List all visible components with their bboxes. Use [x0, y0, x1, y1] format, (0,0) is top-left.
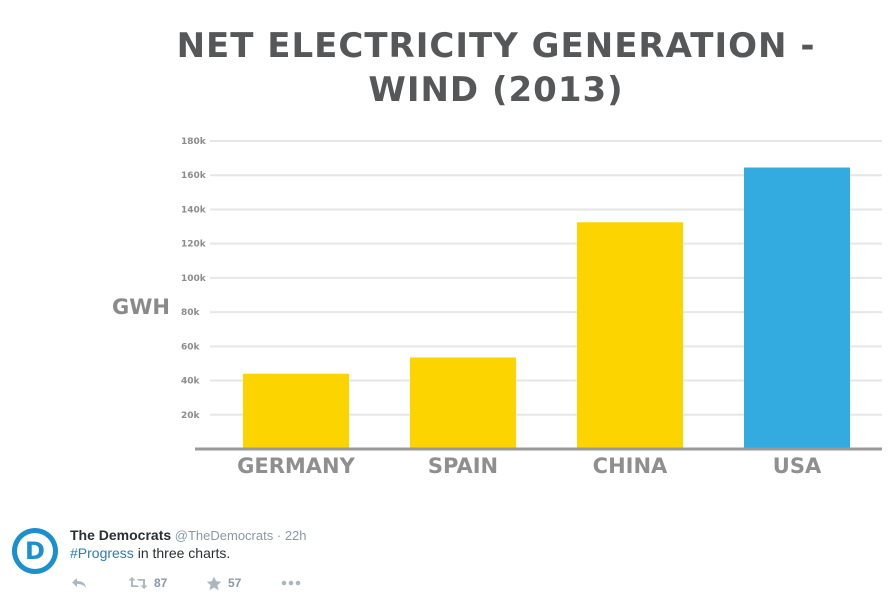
retweet-button[interactable]: 87: [128, 576, 206, 590]
y-tick-label: 40k: [181, 377, 201, 387]
tweet-actions: 87 57: [70, 573, 301, 593]
bar-chart: NET ELECTRICITY GENERATION - WIND (2013)…: [112, 26, 882, 478]
avatar[interactable]: D: [12, 528, 58, 574]
y-tick-label: 80k: [181, 308, 201, 318]
hashtag-link[interactable]: #Progress: [70, 545, 134, 561]
star-icon: [206, 576, 222, 590]
x-tick-label-germany: GERMANY: [237, 454, 355, 478]
y-tick-label: 180k: [181, 137, 207, 147]
x-tick-labels: GERMANY SPAIN CHINA USA: [237, 454, 822, 478]
chart-title-line-1: NET ELECTRICITY GENERATION -: [177, 26, 816, 66]
y-tick-label: 20k: [181, 411, 201, 421]
reply-icon: [72, 578, 86, 588]
chart-title-line-2: WIND (2013): [368, 70, 623, 110]
bar-spain: [410, 357, 516, 449]
favorite-button[interactable]: 57: [206, 576, 281, 591]
tweet-timestamp[interactable]: 22h: [284, 528, 307, 543]
reply-button[interactable]: [70, 576, 128, 590]
tweet-author-handle[interactable]: @TheDemocrats: [174, 528, 274, 543]
tweet: D The Democrats @TheDemocrats · 22h #Pro…: [0, 515, 895, 602]
x-tick-label-usa: USA: [773, 454, 822, 478]
avatar-logo: D: [17, 533, 53, 569]
y-tick-label: 120k: [181, 240, 207, 250]
tweet-separator: ·: [276, 528, 282, 543]
y-tick-label: 160k: [181, 171, 207, 181]
retweet-icon: [128, 577, 148, 589]
y-axis-label: GWH: [112, 295, 170, 319]
more-icon: [281, 580, 301, 586]
bar-usa: [744, 167, 850, 449]
x-tick-label-spain: SPAIN: [428, 454, 498, 478]
bars: [243, 167, 850, 449]
tweet-text-body: in three charts.: [133, 545, 231, 561]
chart: NET ELECTRICITY GENERATION - WIND (2013)…: [112, 26, 882, 478]
y-tick-label: 140k: [181, 205, 207, 215]
y-tick-labels: 20k 40k 60k 80k 100k 120k 140k 160k 180k: [181, 137, 207, 421]
x-tick-label-china: CHINA: [593, 454, 668, 478]
retweet-count: 87: [154, 576, 168, 590]
y-tick-label: 60k: [181, 342, 201, 352]
tweet-text: #Progress in three charts.: [70, 545, 230, 561]
bar-germany: [243, 373, 349, 449]
y-tick-label: 100k: [181, 274, 207, 284]
favorite-count: 57: [228, 576, 242, 590]
more-button[interactable]: [281, 580, 301, 586]
tweet-author-name[interactable]: The Democrats: [70, 527, 172, 543]
tweet-header: The Democrats @TheDemocrats · 22h: [70, 527, 307, 543]
bar-china: [577, 222, 683, 449]
